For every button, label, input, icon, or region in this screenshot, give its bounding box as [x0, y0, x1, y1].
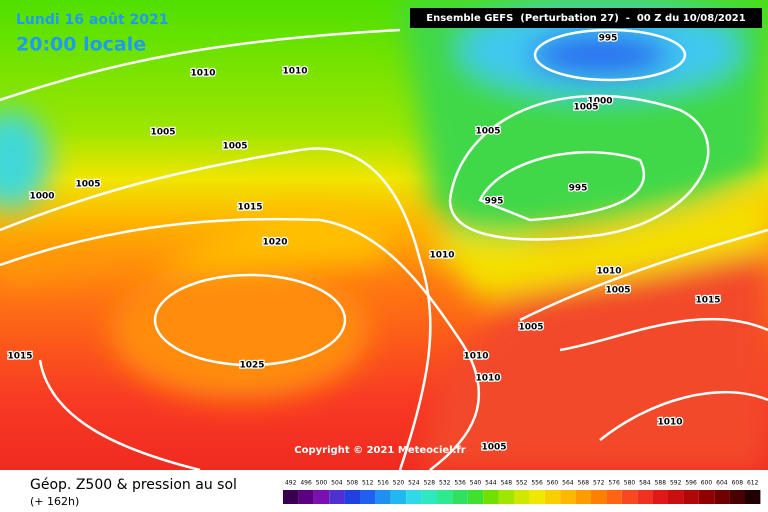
- scale-swatch: [698, 490, 715, 504]
- scale-swatch: [683, 490, 699, 504]
- isobar-label: 1005: [75, 180, 100, 190]
- isobar-label: 1010: [596, 267, 621, 277]
- scale-label: 524: [408, 480, 420, 487]
- isobar-label: 1000: [587, 97, 612, 107]
- scale-label: 580: [624, 480, 636, 487]
- scale-label: 500: [316, 480, 328, 487]
- isobar-label: 1010: [282, 67, 307, 77]
- scale-label: 612: [747, 480, 759, 487]
- scale-label: 600: [701, 480, 713, 487]
- model: Ensemble GEFS (Perturbation 27) - 00 Z d…: [426, 13, 745, 24]
- scale-swatch: [591, 490, 607, 504]
- scale-label: 520: [393, 480, 405, 487]
- scale-label: 552: [516, 480, 528, 487]
- time: 20:00 locale: [16, 34, 146, 56]
- scale-swatch: [375, 490, 391, 504]
- scale-label: 504: [331, 480, 343, 487]
- scale-swatch: [406, 490, 422, 504]
- scale-swatch: [606, 490, 622, 504]
- scale-label: 496: [300, 480, 312, 487]
- scale-label: 492: [285, 480, 297, 487]
- isobar-label: 995: [569, 184, 588, 194]
- scale-label: 548: [501, 480, 513, 487]
- isobar-label: 1005: [475, 127, 500, 137]
- scale-label: 512: [362, 480, 374, 487]
- scale-swatch: [621, 490, 638, 504]
- isobar-label: 1010: [429, 251, 454, 261]
- scale-label: 584: [639, 480, 651, 487]
- scale-label: 592: [670, 480, 682, 487]
- scale-label: 532: [439, 480, 451, 487]
- scale-swatch: [714, 490, 730, 504]
- isobar-label: 1005: [605, 286, 630, 296]
- scale-swatch: [421, 490, 437, 504]
- isobar-label: 1005: [150, 128, 175, 138]
- scale-label: 588: [655, 480, 667, 487]
- isobar-label: 1015: [695, 296, 720, 306]
- isobar-label: 1010: [463, 352, 488, 362]
- isobar-label: 995: [485, 197, 504, 207]
- scale-label: 576: [608, 480, 620, 487]
- scale-label: 564: [562, 480, 574, 487]
- scale-label: 596: [685, 480, 697, 487]
- scale-swatch: [498, 490, 514, 504]
- map-field: [0, 0, 768, 472]
- isobar-label: 1000: [29, 192, 54, 202]
- scale-label: 568: [578, 480, 590, 487]
- scale-swatch: [514, 490, 530, 504]
- scale-label: 556: [531, 480, 543, 487]
- footer-title: Géop. Z500 & pression au sol: [30, 477, 237, 493]
- scale-swatch: [529, 490, 545, 504]
- model-banner: [410, 8, 762, 28]
- scale-swatch: [329, 490, 345, 504]
- isobar-label: 1015: [7, 352, 32, 362]
- isobar-label: 1015: [237, 203, 262, 213]
- scale-swatch: [313, 490, 330, 504]
- scale-swatch: [560, 490, 576, 504]
- isobar-label: 1025: [239, 361, 264, 371]
- scale-swatch: [283, 490, 299, 504]
- scale-swatch: [452, 490, 468, 504]
- isobar-label: 1005: [481, 443, 506, 453]
- isobar-label: 1010: [475, 374, 500, 384]
- scale-label: 528: [424, 480, 436, 487]
- scale-swatch: [729, 490, 745, 504]
- scale-label: 536: [454, 480, 466, 487]
- scale-swatch: [544, 490, 561, 504]
- isobar-label: 1010: [657, 418, 682, 428]
- isobar-label: 1005: [222, 142, 247, 152]
- scale-label: 604: [716, 480, 728, 487]
- lead-time: (+ 162h): [30, 495, 79, 508]
- scale-label: 572: [593, 480, 605, 487]
- isobar-label: 1005: [573, 103, 598, 113]
- isobar-label: 1010: [190, 69, 215, 79]
- scale-swatch: [344, 490, 360, 504]
- isobar-label: 995: [599, 34, 618, 44]
- scale-swatch: [298, 490, 314, 504]
- scale-label: 544: [485, 480, 497, 487]
- scale-swatch: [437, 490, 453, 504]
- scale-label: 508: [347, 480, 359, 487]
- isobar-label: 1020: [262, 238, 287, 248]
- scale-swatch: [652, 490, 668, 504]
- scale-label: 560: [547, 480, 559, 487]
- scale-swatch: [668, 490, 684, 504]
- scale-swatch: [360, 490, 376, 504]
- scale-label: 540: [470, 480, 482, 487]
- scale-swatch: [483, 490, 499, 504]
- scale-label: 516: [377, 480, 389, 487]
- scale-swatch: [467, 490, 484, 504]
- scale-swatch: [390, 490, 407, 504]
- date: Lundi 16 août 2021: [16, 12, 168, 28]
- scale-label: 608: [732, 480, 744, 487]
- scale-swatch: [745, 490, 761, 504]
- scale-swatch: [637, 490, 653, 504]
- copyright: Copyright © 2021 Meteociel.fr: [294, 445, 465, 456]
- scale-swatch: [575, 490, 591, 504]
- isobar-label: 1005: [518, 323, 543, 333]
